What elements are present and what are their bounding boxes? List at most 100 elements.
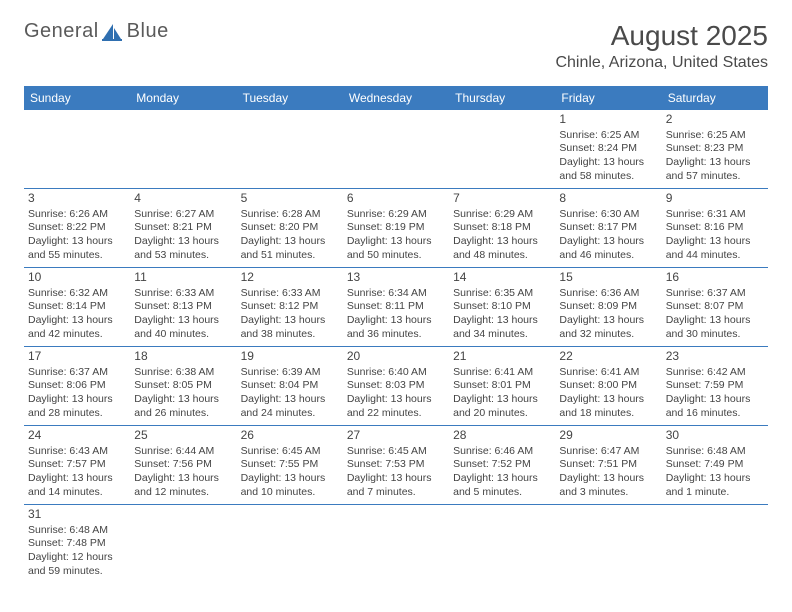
sunset-text: Sunset: 8:20 PM [241, 221, 339, 235]
day-cell: 18Sunrise: 6:38 AMSunset: 8:05 PMDayligh… [130, 347, 236, 425]
logo-sail-icon [101, 22, 123, 42]
sunrise-text: Sunrise: 6:41 AM [453, 366, 551, 380]
day-number: 28 [453, 428, 551, 444]
daylight-text: Daylight: 12 hours and 59 minutes. [28, 551, 126, 578]
empty-cell [449, 505, 555, 583]
day-number: 26 [241, 428, 339, 444]
sunset-text: Sunset: 8:14 PM [28, 300, 126, 314]
empty-cell [130, 505, 236, 583]
daylight-text: Daylight: 13 hours and 48 minutes. [453, 235, 551, 262]
sunrise-text: Sunrise: 6:26 AM [28, 208, 126, 222]
logo: General Blue [24, 20, 169, 43]
day-number: 19 [241, 349, 339, 365]
sunset-text: Sunset: 8:04 PM [241, 379, 339, 393]
day-cell: 7Sunrise: 6:29 AMSunset: 8:18 PMDaylight… [449, 189, 555, 267]
sunrise-text: Sunrise: 6:29 AM [347, 208, 445, 222]
sunrise-text: Sunrise: 6:31 AM [666, 208, 764, 222]
day-cell: 25Sunrise: 6:44 AMSunset: 7:56 PMDayligh… [130, 426, 236, 504]
sunset-text: Sunset: 8:07 PM [666, 300, 764, 314]
sunset-text: Sunset: 8:00 PM [559, 379, 657, 393]
day-number: 13 [347, 270, 445, 286]
sunset-text: Sunset: 8:03 PM [347, 379, 445, 393]
sunset-text: Sunset: 7:51 PM [559, 458, 657, 472]
day-cell: 23Sunrise: 6:42 AMSunset: 7:59 PMDayligh… [662, 347, 768, 425]
sunrise-text: Sunrise: 6:35 AM [453, 287, 551, 301]
day-cell: 30Sunrise: 6:48 AMSunset: 7:49 PMDayligh… [662, 426, 768, 504]
day-cell: 26Sunrise: 6:45 AMSunset: 7:55 PMDayligh… [237, 426, 343, 504]
sunrise-text: Sunrise: 6:45 AM [347, 445, 445, 459]
sunset-text: Sunset: 8:17 PM [559, 221, 657, 235]
daylight-text: Daylight: 13 hours and 42 minutes. [28, 314, 126, 341]
week-row: 10Sunrise: 6:32 AMSunset: 8:14 PMDayligh… [24, 268, 768, 347]
day-number: 5 [241, 191, 339, 207]
day-header: Sunday [24, 86, 130, 110]
day-number: 16 [666, 270, 764, 286]
month-title: August 2025 [555, 20, 768, 52]
daylight-text: Daylight: 13 hours and 46 minutes. [559, 235, 657, 262]
daylight-text: Daylight: 13 hours and 32 minutes. [559, 314, 657, 341]
sunset-text: Sunset: 7:56 PM [134, 458, 232, 472]
sunrise-text: Sunrise: 6:27 AM [134, 208, 232, 222]
sunrise-text: Sunrise: 6:33 AM [134, 287, 232, 301]
sunset-text: Sunset: 7:53 PM [347, 458, 445, 472]
sunset-text: Sunset: 8:06 PM [28, 379, 126, 393]
week-row: 1Sunrise: 6:25 AMSunset: 8:24 PMDaylight… [24, 110, 768, 189]
day-number: 14 [453, 270, 551, 286]
sunrise-text: Sunrise: 6:30 AM [559, 208, 657, 222]
empty-cell [24, 110, 130, 188]
page-header: General Blue August 2025 Chinle, Arizona… [24, 20, 768, 72]
calendar-page: General Blue August 2025 Chinle, Arizona… [0, 0, 792, 612]
daylight-text: Daylight: 13 hours and 16 minutes. [666, 393, 764, 420]
day-cell: 4Sunrise: 6:27 AMSunset: 8:21 PMDaylight… [130, 189, 236, 267]
empty-cell [449, 110, 555, 188]
sunset-text: Sunset: 8:13 PM [134, 300, 232, 314]
empty-cell [343, 110, 449, 188]
sunset-text: Sunset: 8:16 PM [666, 221, 764, 235]
empty-cell [130, 110, 236, 188]
sunrise-text: Sunrise: 6:37 AM [28, 366, 126, 380]
daylight-text: Daylight: 13 hours and 26 minutes. [134, 393, 232, 420]
daylight-text: Daylight: 13 hours and 38 minutes. [241, 314, 339, 341]
day-number: 9 [666, 191, 764, 207]
daylight-text: Daylight: 13 hours and 30 minutes. [666, 314, 764, 341]
day-number: 27 [347, 428, 445, 444]
sunset-text: Sunset: 7:52 PM [453, 458, 551, 472]
day-cell: 24Sunrise: 6:43 AMSunset: 7:57 PMDayligh… [24, 426, 130, 504]
daylight-text: Daylight: 13 hours and 34 minutes. [453, 314, 551, 341]
sunrise-text: Sunrise: 6:43 AM [28, 445, 126, 459]
sunrise-text: Sunrise: 6:44 AM [134, 445, 232, 459]
empty-cell [662, 505, 768, 583]
daylight-text: Daylight: 13 hours and 53 minutes. [134, 235, 232, 262]
sunrise-text: Sunrise: 6:34 AM [347, 287, 445, 301]
day-cell: 15Sunrise: 6:36 AMSunset: 8:09 PMDayligh… [555, 268, 661, 346]
day-cell: 8Sunrise: 6:30 AMSunset: 8:17 PMDaylight… [555, 189, 661, 267]
sunrise-text: Sunrise: 6:32 AM [28, 287, 126, 301]
sunset-text: Sunset: 8:22 PM [28, 221, 126, 235]
day-header: Wednesday [343, 86, 449, 110]
day-number: 2 [666, 112, 764, 128]
daylight-text: Daylight: 13 hours and 28 minutes. [28, 393, 126, 420]
sunrise-text: Sunrise: 6:41 AM [559, 366, 657, 380]
day-number: 18 [134, 349, 232, 365]
sunset-text: Sunset: 7:48 PM [28, 537, 126, 551]
sunset-text: Sunset: 8:09 PM [559, 300, 657, 314]
day-cell: 19Sunrise: 6:39 AMSunset: 8:04 PMDayligh… [237, 347, 343, 425]
day-cell: 13Sunrise: 6:34 AMSunset: 8:11 PMDayligh… [343, 268, 449, 346]
day-cell: 16Sunrise: 6:37 AMSunset: 8:07 PMDayligh… [662, 268, 768, 346]
sunrise-text: Sunrise: 6:40 AM [347, 366, 445, 380]
daylight-text: Daylight: 13 hours and 20 minutes. [453, 393, 551, 420]
day-number: 21 [453, 349, 551, 365]
day-header: Thursday [449, 86, 555, 110]
sunrise-text: Sunrise: 6:37 AM [666, 287, 764, 301]
day-number: 1 [559, 112, 657, 128]
sunset-text: Sunset: 8:01 PM [453, 379, 551, 393]
sunrise-text: Sunrise: 6:45 AM [241, 445, 339, 459]
day-header: Tuesday [237, 86, 343, 110]
daylight-text: Daylight: 13 hours and 36 minutes. [347, 314, 445, 341]
day-number: 3 [28, 191, 126, 207]
sunset-text: Sunset: 8:05 PM [134, 379, 232, 393]
daylight-text: Daylight: 13 hours and 5 minutes. [453, 472, 551, 499]
day-number: 25 [134, 428, 232, 444]
day-cell: 10Sunrise: 6:32 AMSunset: 8:14 PMDayligh… [24, 268, 130, 346]
sunrise-text: Sunrise: 6:38 AM [134, 366, 232, 380]
